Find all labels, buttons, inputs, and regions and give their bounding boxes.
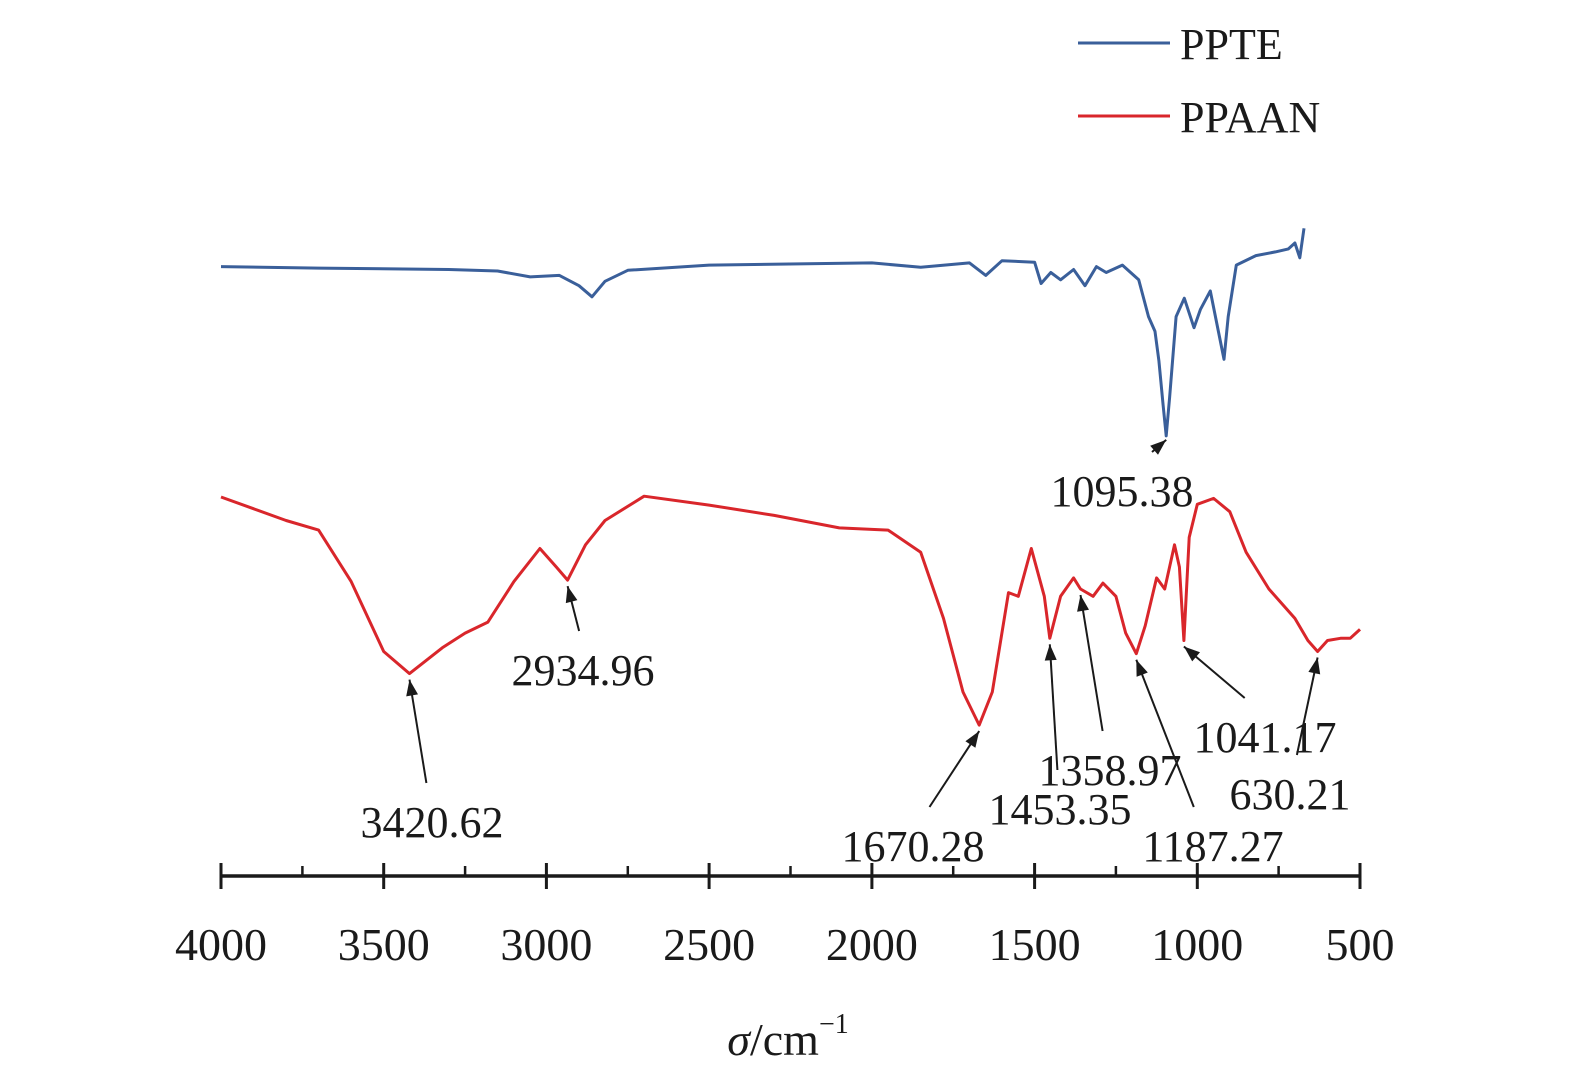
annotation-arrowhead-1670-28 bbox=[965, 731, 980, 748]
series-layer bbox=[220, 228, 1362, 727]
series-line-ppaan bbox=[220, 494, 1362, 727]
legend: PPTE PPAAN bbox=[1078, 20, 1320, 142]
x-tick-label: 3000 bbox=[500, 919, 592, 970]
legend-label-ppte: PPTE bbox=[1180, 20, 1283, 69]
x-tick-label: 2500 bbox=[663, 919, 755, 970]
annotation-label: 1358.97 bbox=[1039, 746, 1182, 795]
annotation-label: 1041.17 bbox=[1194, 713, 1337, 762]
annotation-arrowhead-2934-96 bbox=[565, 586, 578, 604]
x-tick-layer: 4000 3500 3000 2500 2000 1500 1000 500 bbox=[175, 863, 1395, 970]
annotation-arrow-1358-97 bbox=[1079, 594, 1104, 732]
annotation-label: 1095.38 bbox=[1051, 467, 1194, 516]
annotation-layer: 1095.38 3420.62 2934.96 1670.281453.351358.… bbox=[361, 439, 1351, 871]
x-tick-label: 1000 bbox=[1151, 919, 1243, 970]
x-tick-label: 3500 bbox=[338, 919, 430, 970]
series-line-ppte bbox=[220, 228, 1306, 438]
annotation-label: 3420.62 bbox=[361, 798, 504, 847]
annotation-arrowhead-1358-97 bbox=[1077, 595, 1089, 612]
x-tick-label: 500 bbox=[1326, 919, 1395, 970]
annotation-label: 630.21 bbox=[1230, 770, 1351, 819]
x-tick-label: 1500 bbox=[989, 919, 1081, 970]
annotation-arrowhead-1095-38 bbox=[1150, 439, 1167, 455]
annotation-label: 1187.27 bbox=[1142, 822, 1283, 871]
x-tick-label: 2000 bbox=[826, 919, 918, 970]
annotation-arrow-1187-27 bbox=[1135, 659, 1195, 808]
annotation-arrowhead-3420-62 bbox=[406, 679, 418, 697]
annotation-arrow-1453-35 bbox=[1048, 644, 1059, 771]
annotation-arrowhead-1453-35 bbox=[1044, 644, 1057, 661]
annotation-arrow-3420-62 bbox=[408, 679, 428, 784]
annotation-arrowhead-630-21 bbox=[1308, 657, 1321, 675]
annotation-label: 1453.35 bbox=[989, 785, 1132, 834]
annotation-label: 1670.28 bbox=[842, 822, 985, 871]
x-axis-title: σ/cm−1 bbox=[727, 1009, 848, 1065]
annotation-arrowhead-1041-17 bbox=[1183, 646, 1200, 662]
x-tick-label: 4000 bbox=[175, 919, 267, 970]
x-axis: 4000 3500 3000 2500 2000 1500 1000 500 bbox=[175, 863, 1395, 970]
legend-label-ppaan: PPAAN bbox=[1180, 93, 1320, 142]
annotation-label: 2934.96 bbox=[512, 646, 655, 695]
annotation-arrow-630-21 bbox=[1295, 657, 1319, 756]
annotation-arrowhead-1187-27 bbox=[1136, 659, 1148, 677]
